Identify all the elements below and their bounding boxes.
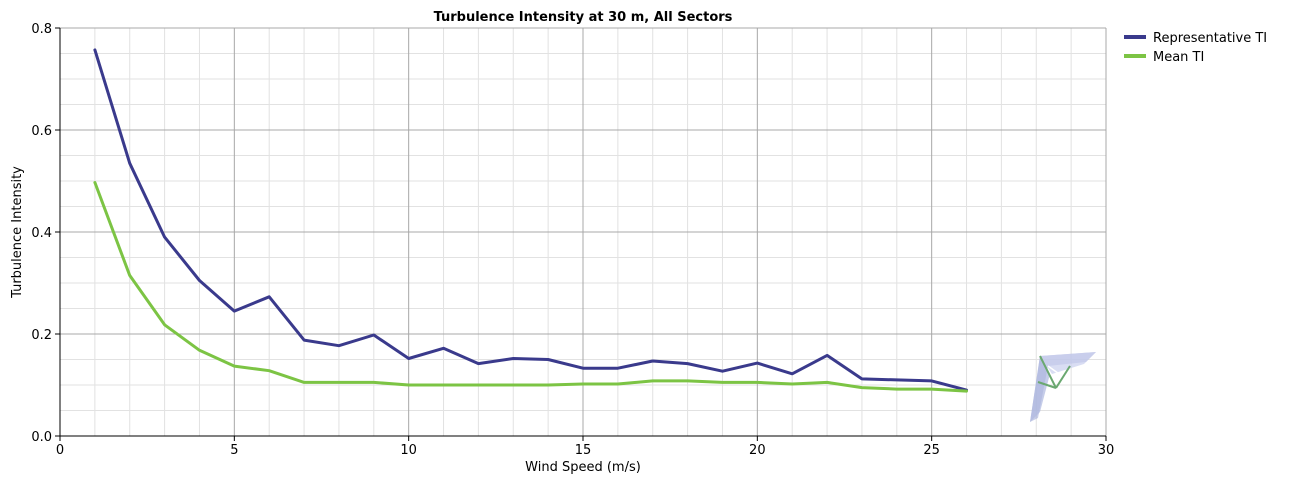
y-tick-label: 0.8 xyxy=(31,22,52,37)
x-axis-ticks: 0 5 10 15 20 25 30 xyxy=(56,436,1114,458)
legend: Representative TI Mean TI xyxy=(1124,31,1267,65)
series-group xyxy=(93,48,968,393)
legend-label-mean-ti: Mean TI xyxy=(1153,50,1204,65)
x-axis-label: Wind Speed (m/s) xyxy=(525,460,641,475)
chart-title: Turbulence Intensity at 30 m, All Sector… xyxy=(434,10,733,25)
x-tick-label: 30 xyxy=(1098,443,1115,458)
x-tick-label: 15 xyxy=(575,443,592,458)
series-line-0 xyxy=(93,48,968,392)
y-tick-label: 0.6 xyxy=(31,124,52,139)
legend-label-representative-ti: Representative TI xyxy=(1153,31,1267,46)
x-tick-label: 25 xyxy=(923,443,940,458)
x-tick-label: 5 xyxy=(230,443,238,458)
y-axis-ticks: 0.0 0.2 0.4 0.6 0.8 xyxy=(31,22,60,445)
y-tick-label: 0.4 xyxy=(31,226,52,241)
software-logo-icon xyxy=(1030,352,1096,422)
x-tick-label: 10 xyxy=(400,443,417,458)
y-tick-label: 0.2 xyxy=(31,328,52,343)
x-tick-label: 0 xyxy=(56,443,64,458)
y-axis-label: Turbulence Intensity xyxy=(10,166,25,299)
series-line-1 xyxy=(93,181,968,393)
y-tick-label: 0.0 xyxy=(31,430,52,445)
major-grid xyxy=(60,27,1107,436)
x-tick-label: 20 xyxy=(749,443,766,458)
